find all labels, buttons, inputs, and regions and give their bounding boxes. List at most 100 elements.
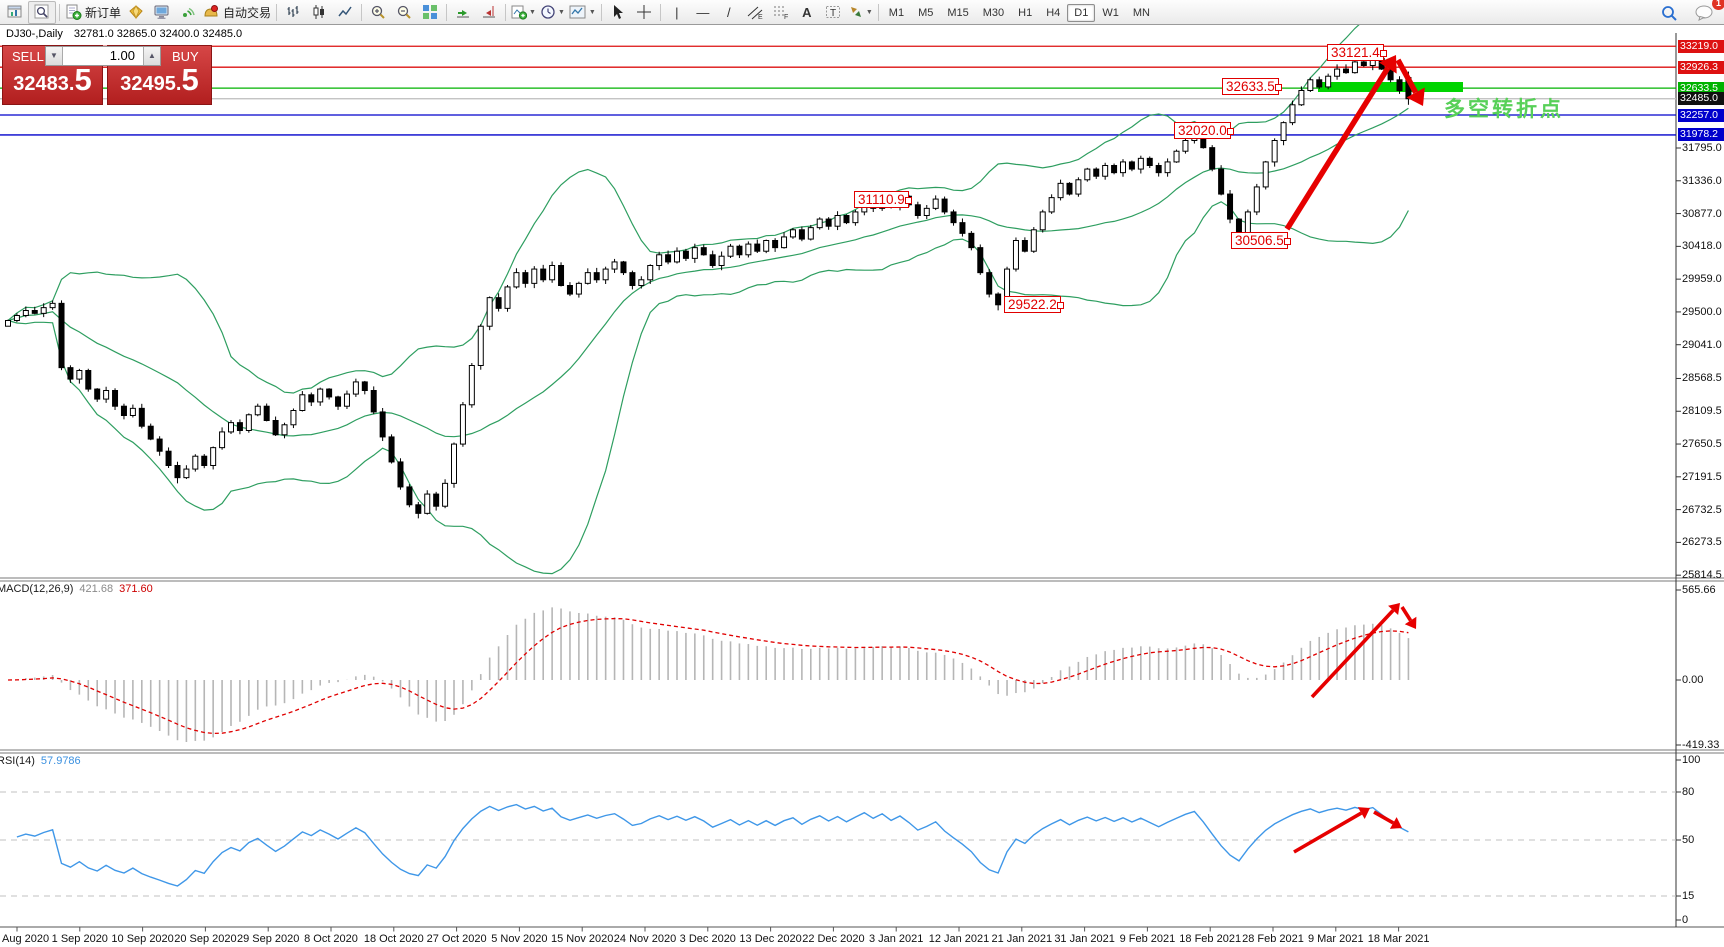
candle-body [718, 255, 725, 267]
notification-badge: 1 [1712, 0, 1724, 10]
time-tick-label: 12 Jan 2021 [928, 933, 990, 945]
time-tick-label: 3 Dec 2020 [679, 933, 736, 945]
trend-arrow[interactable] [1284, 66, 1391, 231]
candle-body [183, 468, 190, 479]
candle-body [745, 243, 752, 256]
trend-arrows[interactable] [1284, 55, 1425, 854]
candle-body [807, 227, 814, 240]
cursor-icon[interactable] [605, 2, 631, 23]
vertical-line-tool-icon[interactable]: | [675, 4, 679, 20]
signal-icon[interactable] [175, 2, 201, 23]
candle-body [843, 215, 850, 224]
volume-increase-button[interactable]: ▲ [144, 47, 160, 65]
price-annotation[interactable]: 31110.9 [854, 191, 912, 208]
zoom-in-icon[interactable] [365, 2, 391, 23]
bar-chart-icon[interactable] [280, 2, 306, 23]
algo-trading-button[interactable]: 自动交易 [201, 2, 273, 23]
timeframe-button-D1[interactable]: D1 [1067, 4, 1096, 22]
time-tick-label: 9 Mar 2021 [1307, 933, 1364, 945]
price-annotation[interactable]: 32020.0 [1174, 122, 1234, 139]
candle-body [1102, 165, 1109, 177]
timeframe-button-H4[interactable]: H4 [1046, 7, 1061, 19]
trend-arrow[interactable] [1373, 810, 1395, 825]
candle-body [1066, 182, 1073, 195]
green-highlight-rectangle[interactable] [1318, 82, 1463, 92]
rsi-axis-label: 15 [1682, 890, 1695, 902]
chinese-note-label[interactable]: 多空转折点 [1444, 98, 1564, 121]
candle-body [1271, 140, 1278, 163]
fibonacci-tool-icon[interactable]: F [768, 2, 794, 23]
chart-shift-icon[interactable] [476, 2, 502, 23]
bollinger-middle-band [7, 107, 1409, 438]
timeframe-button-MN[interactable]: MN [1132, 7, 1150, 19]
monitor-icon[interactable] [149, 2, 175, 23]
horizontal-line-tool-icon[interactable]: — [696, 4, 710, 20]
highlight-layer[interactable] [1318, 82, 1463, 92]
timeframe-button-M5[interactable]: M5 [918, 7, 934, 19]
candle-body [1164, 161, 1171, 174]
price-annotation[interactable]: 30506.5 [1231, 232, 1291, 249]
volume-field[interactable]: 1.00 [62, 47, 144, 65]
toolbar-separator [276, 3, 278, 21]
new-order-button[interactable]: 新订单 [63, 2, 123, 23]
text-label-tool-icon[interactable]: T [820, 2, 846, 23]
time-tick-label: 10 Sep 2020 [111, 933, 174, 945]
timeframe-button-M15[interactable]: M15 [947, 7, 969, 19]
toolbar-separator [59, 3, 60, 21]
candle-body [112, 390, 119, 407]
candle-body [816, 218, 823, 229]
candle-body [1253, 186, 1260, 213]
candlestick-chart-icon[interactable] [306, 2, 332, 23]
gem-icon[interactable] [123, 2, 149, 23]
annotation-anchor-handle[interactable] [1226, 127, 1234, 135]
horizontal-line-objects[interactable] [0, 45, 1676, 136]
crosshair-icon[interactable] [631, 2, 657, 23]
annotation-anchor-handle[interactable] [1283, 237, 1291, 245]
candle-body [959, 222, 966, 234]
candle-body [308, 394, 315, 403]
candle-body [1075, 179, 1082, 195]
tile-windows-icon[interactable] [417, 2, 443, 23]
time-tick-label: 15 Nov 2020 [550, 933, 614, 945]
annotation-anchor-handle[interactable] [1056, 301, 1064, 309]
annotation-anchor-handle[interactable] [904, 196, 912, 204]
indicators-icon[interactable]: ▼ [509, 2, 538, 23]
annotation-anchor-handle[interactable] [1274, 83, 1282, 91]
arrows-tool-icon[interactable]: ▼ [846, 2, 875, 23]
line-chart-icon[interactable] [332, 2, 358, 23]
buy-button[interactable]: BUY 32495.5 [107, 45, 212, 105]
trend-arrow[interactable] [1395, 58, 1419, 94]
price-annotation[interactable]: 33121.4 [1327, 44, 1387, 61]
candle-body [5, 320, 11, 327]
symbol-header: DJ30-,Daily 32781.0 32865.0 32400.0 3248… [6, 28, 242, 40]
text-tool-icon[interactable]: A [802, 4, 812, 20]
chart-window-icon[interactable] [2, 2, 28, 23]
period-clock-icon[interactable]: ▼ [538, 2, 567, 23]
trend-arrow[interactable] [1310, 609, 1395, 699]
channel-tool-icon[interactable]: E [742, 2, 768, 23]
template-icon[interactable]: ▼ [567, 2, 598, 23]
time-tick-label: 13 Dec 2020 [739, 933, 802, 945]
chart-preview-icon[interactable] [28, 0, 56, 24]
trend-arrow[interactable] [1400, 606, 1413, 622]
candle-body [459, 404, 466, 445]
candle-body [1093, 168, 1100, 177]
timeframe-button-M30[interactable]: M30 [982, 7, 1005, 19]
price-annotation[interactable]: 32633.5 [1222, 78, 1282, 95]
timeframe-button-M1[interactable]: M1 [888, 7, 905, 19]
trend-arrow[interactable] [1293, 811, 1363, 854]
annotation-anchor-handle[interactable] [1379, 49, 1387, 57]
zoom-out-icon[interactable] [391, 2, 417, 23]
notifications-chat-icon[interactable]: 1 [1692, 0, 1724, 23]
auto-scroll-icon[interactable] [450, 2, 476, 23]
trendline-tool-icon[interactable]: / [727, 4, 731, 20]
volume-decrease-button[interactable]: ▼ [46, 47, 62, 65]
timeframe-button-W1[interactable]: W1 [1102, 7, 1119, 19]
candle-body [67, 367, 74, 380]
timeframe-group: M1 M5 M15 M30 H1 H4 D1 W1 MN [882, 3, 1157, 22]
price-tick-label: 26273.5 [1682, 536, 1722, 549]
search-icon[interactable] [1656, 2, 1682, 23]
price-annotation[interactable]: 29522.2 [1004, 296, 1064, 313]
timeframe-button-H1[interactable]: H1 [1018, 7, 1033, 19]
